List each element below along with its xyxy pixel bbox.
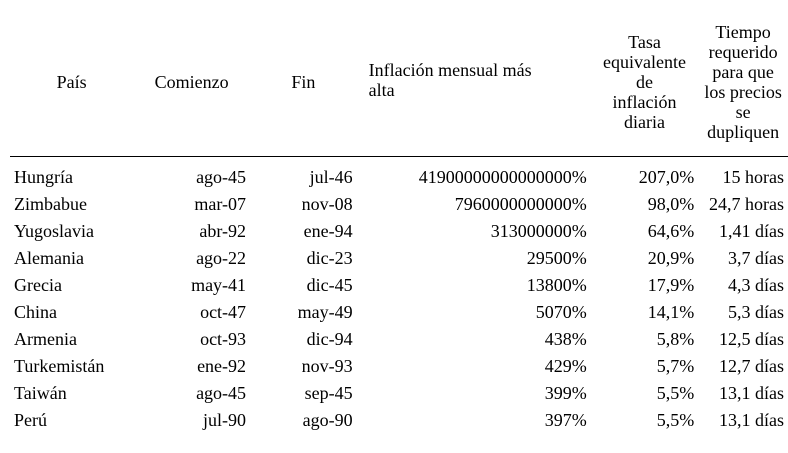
cell-monthly-inflation: 438% [544,328,587,349]
table-row: Zimbabue mar-07 nov-08 7960000000000% 98… [10,190,788,217]
cell-country: Grecia [14,274,62,295]
cell-start: mar-07 [194,193,247,214]
table-row: Alemania ago-22 dic-23 29500% 20,9% 3,7 … [10,244,788,271]
cell-doubling-time: 24,7 horas [709,193,784,214]
cell-start: abr-92 [199,220,247,241]
cell-end: ago-90 [302,409,353,430]
cell-end: dic-94 [306,328,353,349]
cell-doubling-time: 5,3 días [728,301,784,322]
header-monthly-inflation-label: Inflación mensual más alta [368,60,532,100]
cell-end: ene-94 [303,220,353,241]
cell-end: jul-46 [309,166,353,187]
cell-country: China [14,301,57,322]
cell-start: ago-45 [196,166,247,187]
cell-daily-rate: 5,5% [656,382,695,403]
cell-country: Yugoslavia [14,220,94,241]
cell-daily-rate: 5,7% [656,355,695,376]
cell-daily-rate: 5,8% [656,328,695,349]
table-row: Grecia may-41 dic-45 13800% 17,9% 4,3 dí… [10,271,788,298]
cell-start: ago-45 [196,382,247,403]
header-daily-rate-label: Tasa equivalente de inflación diaria [602,32,686,132]
cell-end: dic-23 [306,247,353,268]
cell-country: Hungría [14,166,73,187]
header-daily-rate: Tasa equivalente de inflación diaria [590,8,699,157]
table-row: Yugoslavia abr-92 ene-94 313000000% 64,6… [10,217,788,244]
cell-end: may-49 [297,301,353,322]
cell-daily-rate: 20,9% [647,247,695,268]
cell-country: Alemania [14,247,84,268]
table-row: China oct-47 may-49 5070% 14,1% 5,3 días [10,298,788,325]
cell-monthly-inflation: 429% [544,355,587,376]
cell-country: Turkemistán [14,355,105,376]
cell-doubling-time: 12,5 días [719,328,784,349]
header-start-label: Comienzo [154,72,229,92]
cell-doubling-time: 3,7 días [728,247,784,268]
cell-start: oct-47 [200,301,247,322]
cell-doubling-time: 13,1 días [719,382,784,403]
cell-monthly-inflation: 399% [544,382,587,403]
cell-start: may-41 [191,274,247,295]
cell-start: ene-92 [197,355,247,376]
cell-start: oct-93 [200,328,247,349]
header-monthly-inflation: Inflación mensual más alta [356,8,591,157]
header-doubling-time-label: Tiempo requerido para que los precios se… [704,22,782,142]
header-country: País [10,8,134,157]
cell-end: nov-08 [301,193,353,214]
header-end-label: Fin [291,72,316,92]
header-row: País Comienzo Fin Inflación mensual más … [10,8,788,157]
table-row: Hungría ago-45 jul-46 41900000000000000%… [10,157,788,191]
header-doubling-time: Tiempo requerido para que los precios se… [698,8,788,157]
cell-daily-rate: 98,0% [647,193,695,214]
cell-daily-rate: 14,1% [647,301,695,322]
cell-monthly-inflation: 397% [544,409,587,430]
cell-country: Taiwán [14,382,67,403]
cell-daily-rate: 5,5% [656,409,695,430]
cell-daily-rate: 64,6% [647,220,695,241]
table-row: Turkemistán ene-92 nov-93 429% 5,7% 12,7… [10,352,788,379]
cell-doubling-time: 15 horas [722,166,785,187]
cell-end: sep-45 [304,382,353,403]
cell-doubling-time: 13,1 días [719,409,784,430]
cell-country: Perú [14,409,47,430]
cell-start: jul-90 [203,409,247,430]
cell-monthly-inflation: 29500% [526,247,587,268]
cell-end: nov-93 [301,355,353,376]
cell-doubling-time: 12,7 días [719,355,784,376]
cell-monthly-inflation: 13800% [526,274,587,295]
cell-monthly-inflation: 313000000% [490,220,587,241]
table-body: Hungría ago-45 jul-46 41900000000000000%… [10,157,788,434]
header-start: Comienzo [133,8,251,157]
table-header: País Comienzo Fin Inflación mensual más … [10,8,788,157]
cell-doubling-time: 1,41 días [719,220,784,241]
cell-monthly-inflation: 7960000000000% [454,193,587,214]
hyperinflation-table: País Comienzo Fin Inflación mensual más … [10,8,788,433]
cell-country: Armenia [14,328,77,349]
cell-monthly-inflation: 5070% [535,301,587,322]
header-end: Fin [250,8,357,157]
cell-start: ago-22 [196,247,247,268]
cell-monthly-inflation: 41900000000000000% [418,166,587,187]
cell-daily-rate: 207,0% [638,166,695,187]
cell-daily-rate: 17,9% [647,274,695,295]
table-row: Taiwán ago-45 sep-45 399% 5,5% 13,1 días [10,379,788,406]
cell-doubling-time: 4,3 días [728,274,784,295]
cell-end: dic-45 [306,274,353,295]
header-country-label: País [56,72,87,92]
table-row: Perú jul-90 ago-90 397% 5,5% 13,1 días [10,406,788,433]
cell-country: Zimbabue [14,193,87,214]
table-row: Armenia oct-93 dic-94 438% 5,8% 12,5 día… [10,325,788,352]
